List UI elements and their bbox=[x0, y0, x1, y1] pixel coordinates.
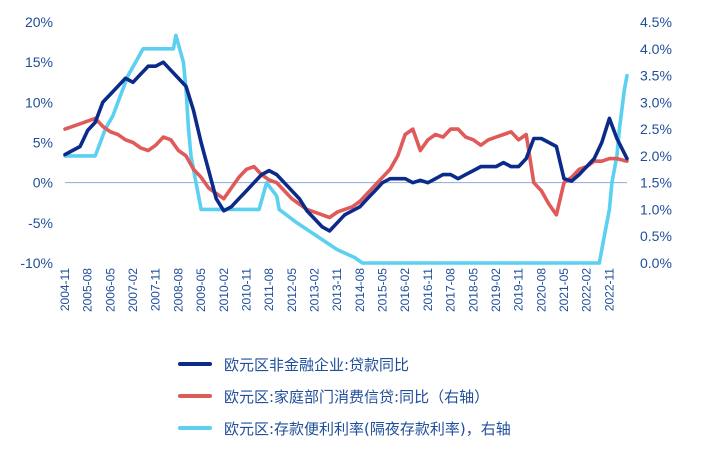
y-left-tick-label: 5% bbox=[33, 135, 53, 151]
legend-swatch-deposit-rate bbox=[178, 426, 212, 430]
legend-swatch-corporate-loans bbox=[178, 362, 212, 366]
x-tick-label: 2010-02 bbox=[217, 268, 231, 312]
series-lines bbox=[63, 33, 629, 265]
x-tick-label: 2011-08 bbox=[262, 268, 276, 311]
legend-item-deposit-rate: 欧元区:存款便利利率(隔夜存款利率)，右轴 bbox=[178, 412, 678, 444]
series-line-0 bbox=[63, 60, 629, 233]
x-tick-label: 2009-05 bbox=[194, 268, 208, 312]
x-tick-label: 2017-08 bbox=[444, 268, 458, 312]
legend-label-deposit-rate: 欧元区:存款便利利率(隔夜存款利率)，右轴 bbox=[224, 419, 511, 438]
y-right-tick-label: 2.0% bbox=[640, 148, 672, 164]
x-tick-label: 2018-05 bbox=[466, 268, 480, 312]
x-tick-label: 2022-11 bbox=[602, 268, 616, 311]
y-left-tick-label: 10% bbox=[25, 94, 53, 110]
legend-label-consumer-credit: 欧元区:家庭部门消费信贷:同比（右轴） bbox=[224, 387, 490, 406]
y-right-tick-label: 0.0% bbox=[640, 255, 672, 271]
x-tick-label: 2004-11 bbox=[58, 268, 72, 311]
tick-labels: -10% -5% 0% 5% 10% 15% 20% 0.0% 0.5% 1.0% 1.5% 2.0%… bbox=[20, 14, 672, 312]
y-right-tick-label: 1.5% bbox=[640, 175, 672, 191]
x-tick-label: 2016-02 bbox=[398, 268, 412, 312]
legend-swatch-consumer-credit bbox=[178, 394, 212, 398]
series-line-1 bbox=[63, 116, 629, 220]
x-tick-label: 2013-02 bbox=[307, 268, 321, 312]
y-right-tick-label: 4.0% bbox=[640, 41, 672, 57]
y-left-tick-label: 20% bbox=[25, 14, 53, 30]
series-line-2 bbox=[63, 33, 629, 265]
y-right-tick-label: 3.0% bbox=[640, 94, 672, 110]
legend: 欧元区非金融企业:贷款同比 欧元区:家庭部门消费信贷:同比（右轴） 欧元区:存款… bbox=[178, 348, 678, 444]
x-tick-label: 2010-11 bbox=[239, 268, 253, 311]
x-tick-label: 2007-02 bbox=[126, 268, 140, 312]
x-tick-label: 2022-02 bbox=[580, 268, 594, 312]
legend-item-corporate-loans: 欧元区非金融企业:贷款同比 bbox=[178, 348, 678, 380]
x-tick-label: 2015-05 bbox=[376, 268, 390, 312]
x-tick-label: 2005-08 bbox=[81, 268, 95, 312]
y-left-tick-label: -10% bbox=[20, 255, 53, 271]
y-left-tick-label: 0% bbox=[33, 175, 53, 191]
x-tick-label: 2019-11 bbox=[512, 268, 526, 311]
y-right-tick-label: 4.5% bbox=[640, 14, 672, 30]
y-right-tick-label: 3.5% bbox=[640, 68, 672, 84]
y-left-tick-label: 15% bbox=[25, 54, 53, 70]
y-right-tick-label: 1.0% bbox=[640, 201, 672, 217]
legend-item-consumer-credit: 欧元区:家庭部门消费信贷:同比（右轴） bbox=[178, 380, 678, 412]
x-tick-label: 2008-08 bbox=[171, 268, 185, 312]
x-tick-label: 2007-11 bbox=[149, 268, 163, 311]
x-tick-label: 2020-08 bbox=[534, 268, 548, 312]
y-right-tick-label: 2.5% bbox=[640, 121, 672, 137]
x-tick-label: 2013-11 bbox=[330, 268, 344, 311]
y-right-tick-label: 0.5% bbox=[640, 228, 672, 244]
x-tick-label: 2019-02 bbox=[489, 268, 503, 312]
x-tick-label: 2014-08 bbox=[353, 268, 367, 312]
x-tick-label: 2021-05 bbox=[557, 268, 571, 312]
x-tick-label: 2006-05 bbox=[103, 268, 117, 312]
x-tick-label: 2016-11 bbox=[421, 268, 435, 311]
y-left-tick-label: -5% bbox=[28, 215, 53, 231]
legend-label-corporate-loans: 欧元区非金融企业:贷款同比 bbox=[224, 355, 410, 374]
x-tick-label: 2012-05 bbox=[285, 268, 299, 312]
